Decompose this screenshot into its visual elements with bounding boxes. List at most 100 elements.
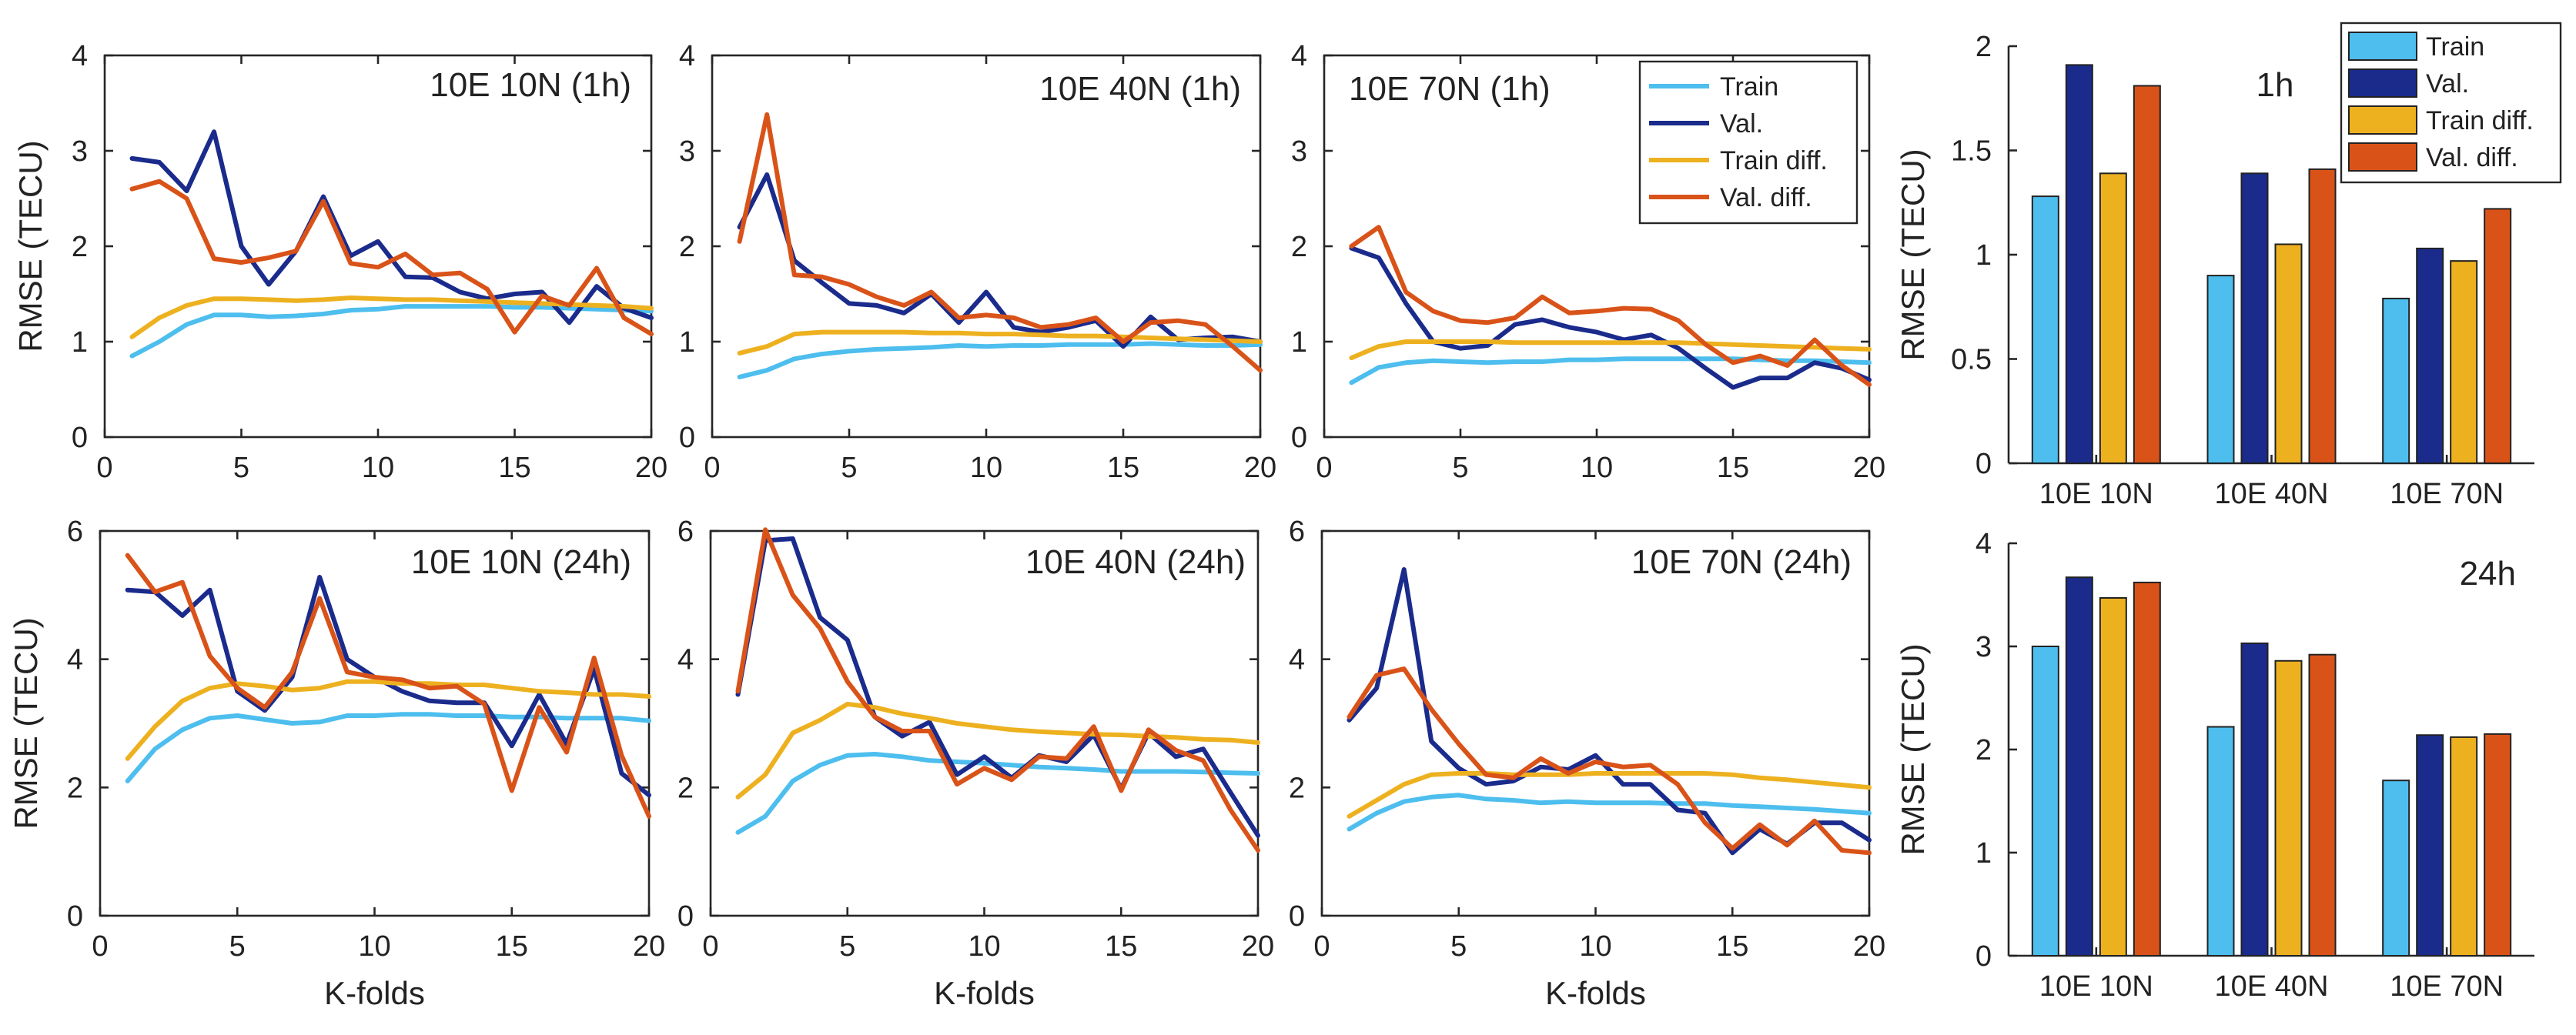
bar-train <box>2031 646 2059 957</box>
bar-val <box>2065 576 2093 957</box>
panel-title: 10E 10N (24h) <box>411 543 631 581</box>
x-tick-label: 5 <box>1450 930 1467 963</box>
axes-box <box>1320 529 1871 917</box>
series-line-train-diff <box>1349 339 1872 361</box>
y-tick-label: 1 <box>1291 326 1307 359</box>
y-tick-label: 0 <box>679 422 695 454</box>
bar-train <box>2382 780 2410 957</box>
x-tick-label: 15 <box>1716 930 1748 963</box>
bar-val-diff <box>2484 208 2512 464</box>
panel-title: 1h <box>2257 66 2294 104</box>
y-tick-label: 0.5 <box>1951 344 1992 376</box>
x-tick-label: 20 <box>1853 930 1885 963</box>
legend-bar-chart: Train Val. Train diff. Val. diff. <box>2340 22 2562 184</box>
x-axis-title: K-folds <box>934 975 1035 1011</box>
x-tick-label: 5 <box>841 452 857 484</box>
axes-box <box>709 529 1260 917</box>
chart-panel-4: 0 0.5 1 1.5 2 RMSE (TECU) 10E 10N 10E 40N 10E 70… <box>1895 31 2534 510</box>
y-tick-label: 4 <box>679 40 695 72</box>
x-tick-label: 0 <box>92 930 108 963</box>
y-tick-label: 3 <box>1291 135 1307 168</box>
bar-val <box>2065 64 2093 464</box>
x-tick-label: 10E 40N <box>2215 970 2329 1003</box>
x-tick-label: 0 <box>96 452 112 484</box>
bar-val-diff <box>2133 85 2161 465</box>
legend-swatch-bar <box>2348 68 2417 98</box>
x-tick-label: 5 <box>1452 452 1468 484</box>
chart-panel-7: 0 2 4 6 0 5 10 15 20 K-folds 10E 70N (24h) <box>1289 516 1885 1011</box>
x-tick-label: 15 <box>496 930 528 963</box>
y-tick-label: 1 <box>1975 837 1992 870</box>
x-tick-label: 10 <box>1579 930 1611 963</box>
series-line-val-diff <box>735 527 1260 853</box>
x-tick-label: 10E 10N <box>2039 478 2153 510</box>
x-tick-label: 10E 70N <box>2390 478 2504 510</box>
y-axis-title: RMSE (TECU) <box>8 617 44 829</box>
y-axis-title: RMSE (TECU) <box>1895 149 1931 360</box>
x-tick-label: 5 <box>233 452 249 484</box>
y-tick-label: 1 <box>72 326 88 359</box>
y-tick-label: 2 <box>67 772 83 804</box>
x-tick-label: 20 <box>1853 452 1885 484</box>
bar-val <box>2240 642 2269 957</box>
y-tick-label: 4 <box>1975 528 1992 560</box>
bar-val <box>2416 734 2444 957</box>
legend-label: Train diff. <box>1720 146 1828 175</box>
bar-train-diff <box>2099 597 2127 957</box>
legend-swatch-bar <box>2348 32 2417 61</box>
bar-train-diff <box>2099 172 2127 464</box>
bar-val-diff <box>2484 733 2512 957</box>
y-tick-label: 3 <box>72 135 88 168</box>
bar-val <box>2416 247 2444 464</box>
bar-train-diff <box>2450 260 2478 464</box>
series-line-train <box>1349 356 1872 386</box>
y-tick-label: 6 <box>677 516 694 548</box>
chart-panel-6: 0 2 4 6 0 5 10 15 20 K-folds 10E 40N (24h) <box>677 516 1274 1011</box>
y-tick-label: 0 <box>1975 448 1992 480</box>
x-tick-label: 10 <box>970 452 1002 484</box>
y-tick-label: 4 <box>1291 40 1307 72</box>
x-tick-label: 20 <box>633 930 665 963</box>
x-tick-label: 15 <box>498 452 530 484</box>
legend-label: Val. <box>2426 69 2469 98</box>
y-tick-label: 2 <box>677 772 694 804</box>
legend-label: Train diff. <box>2426 106 2534 135</box>
x-tick-label: 10 <box>968 930 1000 963</box>
panel-title: 10E 70N (24h) <box>1631 543 1852 581</box>
series-line-val-diff <box>129 179 654 337</box>
x-tick-label: 0 <box>1313 930 1330 963</box>
y-tick-label: 6 <box>1289 516 1305 548</box>
x-tick-label: 15 <box>1105 930 1137 963</box>
x-tick-label: 10E 40N <box>2215 478 2329 510</box>
chart-panel-8: 0 1 2 3 4 RMSE (TECU) 10E 10N 10E 40N 10E 70N 24h <box>1895 528 2534 1003</box>
y-tick-label: 2 <box>1975 734 1992 766</box>
y-tick-label: 1 <box>1975 239 1992 272</box>
series-line-val-diff <box>737 112 1263 373</box>
panel-title: 24h <box>2460 555 2516 593</box>
bar-train-diff <box>2274 659 2303 957</box>
x-tick-label: 10E 70N <box>2390 970 2504 1003</box>
series-line-train <box>735 752 1260 835</box>
y-tick-label: 2 <box>1291 231 1307 263</box>
series-line-val <box>129 129 654 326</box>
x-axis-title: K-folds <box>324 975 425 1011</box>
y-tick-label: 0 <box>1975 940 1992 973</box>
x-tick-label: 15 <box>1717 452 1749 484</box>
series-line-val-diff <box>1347 666 1872 856</box>
y-tick-label: 2 <box>1289 772 1305 804</box>
legend-label: Val. diff. <box>1720 183 1812 212</box>
x-tick-label: 0 <box>1316 452 1332 484</box>
x-tick-label: 10 <box>362 452 394 484</box>
panel-title: 10E 40N (24h) <box>1025 543 1246 581</box>
series-line-val <box>737 172 1263 349</box>
y-tick-label: 3 <box>679 135 695 168</box>
series-line-train-diff <box>1347 771 1872 819</box>
series-line-train-diff <box>737 329 1263 356</box>
series-line-train-diff <box>125 679 651 761</box>
y-axis-title: RMSE (TECU) <box>1895 643 1931 855</box>
axes-box <box>103 54 653 439</box>
y-tick-label: 4 <box>677 644 694 676</box>
x-tick-label: 5 <box>229 930 246 963</box>
y-tick-label: 6 <box>67 516 83 548</box>
